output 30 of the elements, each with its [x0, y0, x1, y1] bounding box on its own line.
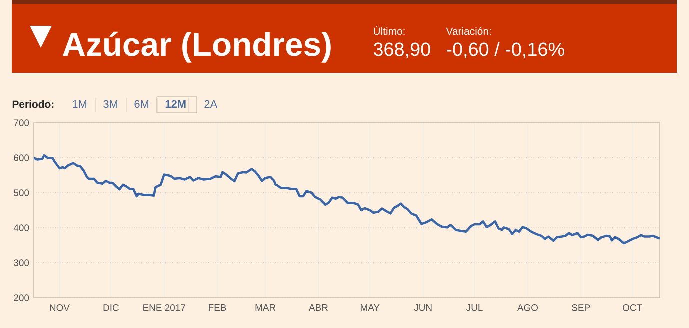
- x-tick-label: ABR: [308, 304, 328, 312]
- x-tick-label: JUN: [414, 304, 432, 312]
- x-tick-label: OCT: [623, 304, 642, 312]
- x-tick-label: AGO: [517, 304, 538, 312]
- line-series: [34, 154, 660, 245]
- text: Último:: [374, 26, 405, 36]
- text: -0,60 / -0,16%: [447, 42, 564, 58]
- y-tick-label: 400: [14, 224, 30, 232]
- text: 1M: [73, 100, 87, 108]
- x-tick-label: MAR: [256, 304, 276, 312]
- y-tick-label: 700: [14, 120, 30, 126]
- x-tick-label: ENE 2017: [144, 304, 186, 312]
- text: Variación:: [446, 27, 491, 36]
- text: Periodo:: [12, 100, 54, 108]
- chart-title: Azúcar (Londres): [63, 32, 331, 63]
- text: 2A: [204, 100, 218, 108]
- text: 368,90: [374, 42, 430, 58]
- x-tick-label: NOV: [50, 304, 70, 312]
- text: 6M: [134, 100, 149, 108]
- text: 12M: [166, 100, 186, 108]
- y-tick-label: 600: [14, 154, 30, 162]
- x-tick-label: SEP: [572, 304, 590, 312]
- y-tick-label: 300: [14, 260, 30, 266]
- x-tick-label: FEB: [209, 304, 226, 312]
- text: 3M: [104, 100, 118, 108]
- x-tick-label: MAY: [361, 304, 380, 312]
- y-tick-label: 200: [14, 294, 30, 302]
- x-tick-label: DIC: [104, 304, 119, 312]
- y-tick-label: 500: [14, 190, 30, 196]
- x-tick-label: JUL: [466, 304, 483, 312]
